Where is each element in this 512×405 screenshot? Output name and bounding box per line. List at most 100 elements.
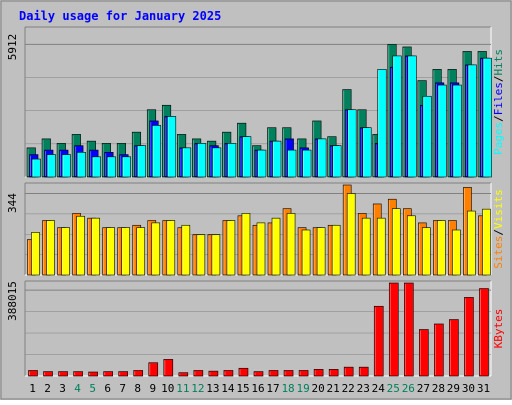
bar-kbytes-day-9 xyxy=(148,362,159,377)
legend-kbytes: KBytes xyxy=(492,309,505,349)
bar-visits-day-3 xyxy=(61,227,70,276)
bar-visits-day-20 xyxy=(316,227,326,276)
x-tick-label-day-23: 23 xyxy=(357,382,370,395)
bar-visits-day-2 xyxy=(46,220,55,276)
panel-1-legend: Pages/Files/Hits xyxy=(492,49,505,155)
bar-pages-day-30 xyxy=(467,64,477,178)
bar-visits-day-29 xyxy=(452,229,461,276)
bar-kbytes-day-24 xyxy=(373,305,384,377)
bar-visits-day-6 xyxy=(106,227,115,276)
legend-hits: Hits xyxy=(492,49,505,76)
bar-kbytes-day-25 xyxy=(388,282,399,377)
bar-visits-day-18 xyxy=(286,213,296,276)
x-tick-label-day-3: 3 xyxy=(59,382,66,395)
x-tick-label-day-1: 1 xyxy=(29,382,36,395)
bar-pages-day-1 xyxy=(31,158,41,178)
x-tick-label-day-30: 30 xyxy=(462,382,475,395)
bar-pages-day-5 xyxy=(91,156,101,178)
x-tick-label-day-24: 24 xyxy=(372,382,386,395)
bar-pages-day-4 xyxy=(76,152,86,178)
bar-visits-day-27 xyxy=(422,227,431,276)
bar-visits-day-13 xyxy=(211,234,221,276)
x-tick-label-day-13: 13 xyxy=(206,382,219,395)
x-tick-label-day-22: 22 xyxy=(342,382,355,395)
bar-visits-day-23 xyxy=(361,217,371,276)
bar-visits-day-5 xyxy=(91,217,100,276)
bar-pages-day-19 xyxy=(302,149,312,178)
panel-2-legend: Sites/Visits xyxy=(492,189,505,269)
bar-visits-day-22 xyxy=(346,193,356,276)
x-tick-label-day-14: 14 xyxy=(221,382,235,395)
x-tick-label-day-12: 12 xyxy=(191,382,204,395)
bar-pages-day-15 xyxy=(242,136,252,178)
x-tick-label-day-28: 28 xyxy=(432,382,445,395)
bar-kbytes-day-15 xyxy=(238,367,249,377)
bar-kbytes-day-28 xyxy=(434,323,444,377)
bar-pages-day-21 xyxy=(332,145,342,178)
bar-pages-day-26 xyxy=(407,55,417,178)
bar-pages-day-12 xyxy=(197,143,207,178)
bar-visits-day-24 xyxy=(376,217,386,276)
bar-visits-day-11 xyxy=(181,224,191,276)
x-tick-label-day-27: 27 xyxy=(417,382,430,395)
bar-visits-day-1 xyxy=(31,232,40,276)
x-tick-label-day-4: 4 xyxy=(74,382,81,395)
bar-pages-day-20 xyxy=(317,138,327,178)
bar-visits-day-19 xyxy=(301,229,311,276)
bar-pages-day-28 xyxy=(437,84,447,178)
bar-pages-day-17 xyxy=(272,140,282,178)
bar-visits-day-15 xyxy=(241,213,251,276)
x-tick-label-day-2: 2 xyxy=(44,382,51,395)
x-tick-label-day-9: 9 xyxy=(149,382,156,395)
x-tick-label-day-31: 31 xyxy=(477,382,490,395)
x-tick-label-day-16: 16 xyxy=(251,382,264,395)
bar-visits-day-25 xyxy=(391,208,401,276)
bar-pages-day-29 xyxy=(452,84,462,178)
x-tick-label-day-8: 8 xyxy=(134,382,141,395)
bar-kbytes-day-12 xyxy=(193,370,204,377)
chart-panel-visits-sites: 344 Sites/Visits xyxy=(6,182,505,276)
x-axis-day-labels: 1 2 3 4 5 6 7 8 9 10 11 12 13 14 15 16 17 18 19 20 21 22 23 24 2… xyxy=(29,382,490,395)
bar-pages-day-14 xyxy=(227,143,237,178)
panel-3-max-label: 388015 xyxy=(6,281,19,321)
bar-visits-day-4 xyxy=(76,215,85,276)
x-tick-label-day-5: 5 xyxy=(89,382,96,395)
bar-pages-day-2 xyxy=(46,154,56,178)
x-tick-label-day-21: 21 xyxy=(327,382,340,395)
bar-visits-day-17 xyxy=(271,217,281,276)
bar-kbytes-day-22 xyxy=(343,366,354,377)
x-tick-label-day-11: 11 xyxy=(176,382,189,395)
x-tick-label-day-17: 17 xyxy=(266,382,279,395)
bar-kbytes-day-14 xyxy=(223,370,234,377)
bar-pages-day-16 xyxy=(257,149,267,178)
panel-3-legend: KBytes xyxy=(492,309,505,349)
bar-pages-day-27 xyxy=(422,95,432,178)
bar-kbytes-day-30 xyxy=(464,297,474,377)
bar-pages-day-8 xyxy=(136,145,147,178)
bar-kbytes-day-2 xyxy=(43,371,53,377)
x-tick-label-day-15: 15 xyxy=(236,382,249,395)
bar-pages-day-7 xyxy=(121,156,131,178)
panel-2-max-label: 344 xyxy=(6,193,19,213)
bar-visits-day-30 xyxy=(467,210,476,276)
bar-kbytes-day-3 xyxy=(58,371,68,377)
bar-kbytes-day-18 xyxy=(283,370,294,377)
bar-kbytes-day-7 xyxy=(118,371,128,377)
panel-2-bars xyxy=(27,184,491,276)
legend-separator-3: / xyxy=(492,76,505,83)
bar-kbytes-day-10 xyxy=(163,359,174,377)
bar-pages-day-13 xyxy=(212,147,222,178)
bar-pages-day-24 xyxy=(377,69,387,178)
bar-pages-day-18 xyxy=(287,149,297,178)
bar-visits-day-10 xyxy=(166,220,176,276)
x-tick-label-day-18: 18 xyxy=(281,382,294,395)
bar-visits-day-7 xyxy=(121,227,130,276)
bar-kbytes-day-27 xyxy=(419,329,429,377)
bar-kbytes-day-6 xyxy=(103,371,113,377)
x-tick-label-day-10: 10 xyxy=(161,382,174,395)
